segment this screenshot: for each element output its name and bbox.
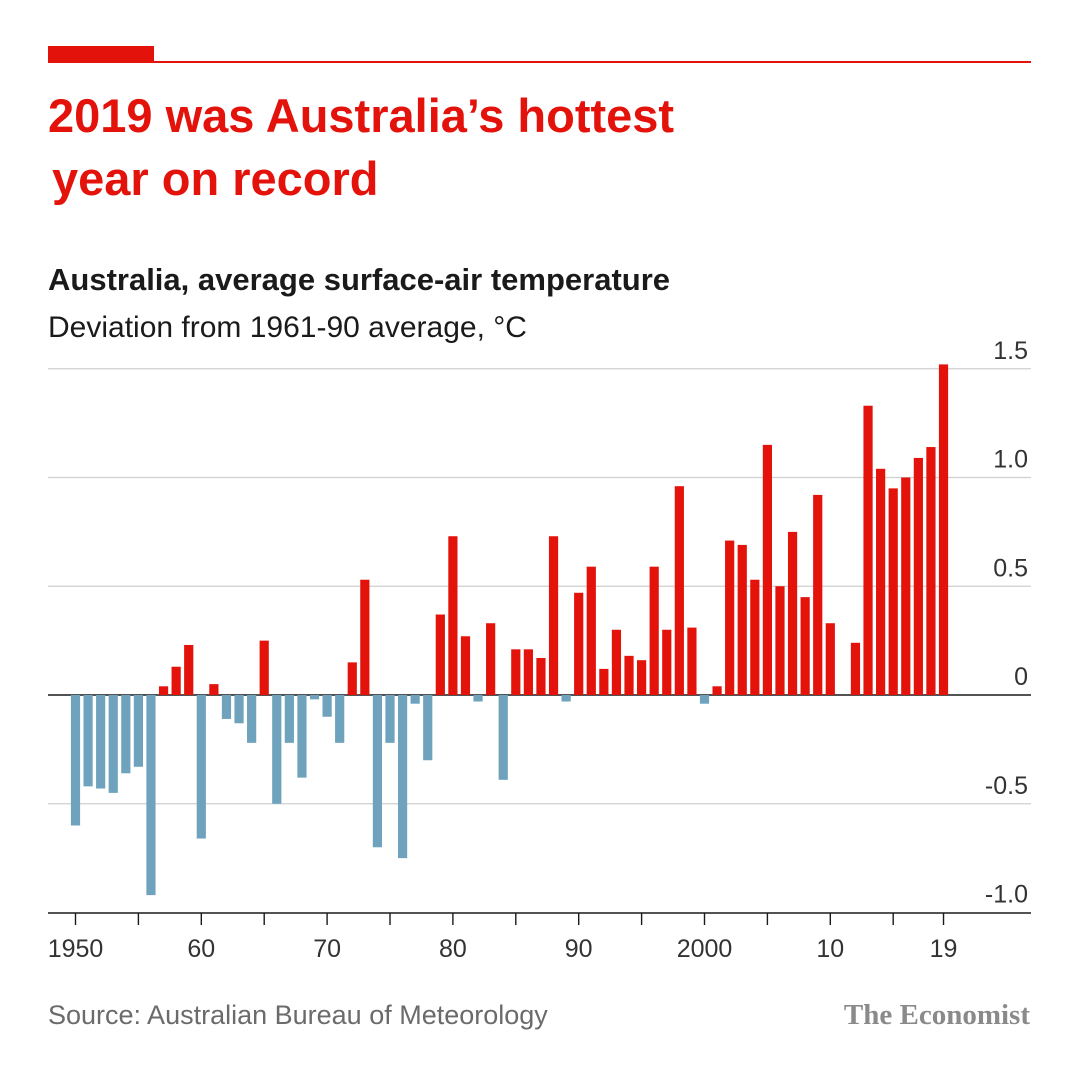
y-tick-label: 0: [1014, 663, 1028, 691]
bar-1972: [347, 662, 357, 696]
bar-1956: [146, 695, 156, 896]
y-tick-label: 1.5: [993, 337, 1028, 365]
bar-1979: [435, 614, 445, 695]
bar-1952: [96, 695, 106, 789]
bar-1977: [410, 695, 420, 704]
bar-2016: [901, 477, 911, 695]
bar-2014: [876, 468, 886, 695]
bar-1990: [574, 592, 584, 695]
bar-2000: [699, 695, 710, 704]
bar-2005: [762, 444, 772, 696]
chart-title: Australia, average surface-air temperatu…: [48, 262, 670, 297]
x-tick-label: 90: [565, 935, 593, 963]
x-tick-label: 70: [313, 935, 341, 963]
bar-1999: [687, 627, 697, 695]
bar-1984: [498, 695, 508, 780]
bar-1975: [385, 695, 395, 743]
bar-1951: [83, 695, 93, 787]
bar-2017: [913, 457, 923, 695]
bar-1991: [586, 566, 596, 695]
bar-1958: [171, 666, 181, 695]
bar-1994: [624, 655, 634, 695]
bar-1981: [460, 636, 471, 695]
bar-1971: [335, 695, 345, 743]
bar-1992: [599, 668, 609, 695]
y-tick-labels: 1.5 1.0 0.5 0 -0.5 -1.0: [985, 337, 1028, 909]
bar-1970: [322, 695, 332, 717]
header-accent-bar: [48, 46, 154, 62]
bar-1995: [637, 660, 647, 695]
bar-1969: [309, 695, 320, 700]
y-tick-label: 1.0: [993, 446, 1028, 474]
bar-1988: [548, 536, 559, 695]
bars: [70, 364, 949, 896]
bar-1960: [196, 695, 206, 839]
bar-1965: [259, 640, 269, 696]
source-note: Source: Australian Bureau of Meteorology: [48, 1000, 548, 1030]
bar-1961: [209, 684, 219, 696]
y-tick-label: -0.5: [985, 772, 1028, 800]
bar-1996: [649, 566, 659, 695]
bar-1976: [397, 695, 408, 859]
bar-1957: [158, 686, 169, 695]
bar-1953: [108, 695, 118, 793]
bar-1989: [561, 695, 571, 702]
bar-1954: [121, 695, 131, 774]
bar-2008: [800, 597, 810, 696]
axes: [48, 912, 1031, 925]
y-axis-label: Deviation from 1961-90 average, °C: [48, 311, 527, 344]
bar-1998: [674, 486, 684, 695]
bar-1985: [511, 649, 521, 695]
bar-1974: [372, 695, 383, 848]
y-tick-label: -1.0: [985, 881, 1028, 909]
x-tick-label: 80: [439, 935, 467, 963]
bar-1950: [70, 695, 81, 826]
bar-2003: [737, 544, 747, 695]
x-tick-label: 10: [816, 935, 844, 963]
bar-1967: [284, 695, 294, 743]
bar-1978: [423, 695, 433, 761]
bar-2004: [750, 579, 760, 695]
bar-2013: [863, 405, 873, 695]
bar-2007: [787, 531, 798, 696]
x-tick-label: 19: [930, 935, 958, 963]
bar-1973: [360, 579, 370, 695]
bar-1997: [662, 629, 672, 695]
bar-1993: [611, 629, 622, 695]
bar-1955: [133, 695, 143, 767]
x-tick-label: 60: [187, 935, 215, 963]
bar-1986: [523, 649, 533, 695]
bar-1963: [234, 695, 244, 724]
bar-2001: [712, 686, 722, 695]
y-tick-label: 0.5: [993, 554, 1028, 582]
bar-2010: [825, 623, 835, 695]
headline-line-2: year on record: [52, 152, 379, 205]
bar-2018: [926, 447, 936, 695]
bar-1968: [297, 695, 307, 778]
bar-2002: [725, 540, 735, 695]
x-tick-label: 2000: [677, 935, 733, 963]
bar-1983: [486, 623, 496, 695]
bar-1959: [184, 644, 194, 695]
bar-2015: [888, 488, 898, 696]
bar-2009: [813, 494, 823, 695]
x-tick-labels: 1950 60 70 80 90 2000 10 19: [48, 935, 958, 963]
x-tick-label: 1950: [48, 935, 104, 963]
headline-line-1: 2019 was Australia’s hottest: [48, 89, 674, 142]
bar-1982: [473, 695, 483, 702]
bar-2019: [938, 364, 949, 695]
header-rule: [48, 61, 1031, 63]
bar-2006: [775, 586, 785, 695]
bar-1987: [536, 658, 546, 695]
bar-1966: [272, 695, 282, 804]
bar-1964: [247, 695, 257, 743]
bar-2012: [850, 642, 861, 695]
bar-1962: [221, 695, 232, 719]
economist-logo: The Economist: [844, 999, 1030, 1031]
bar-1980: [448, 536, 458, 695]
